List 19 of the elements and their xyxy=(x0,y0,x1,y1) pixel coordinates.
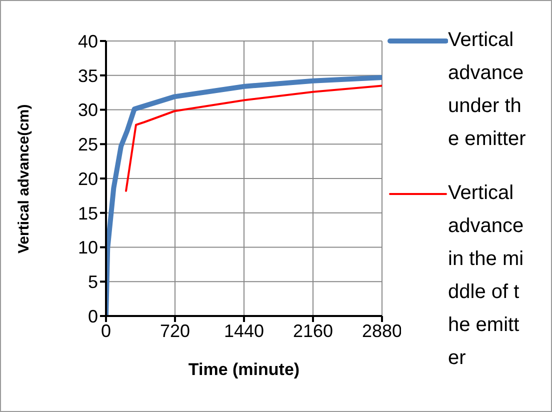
y-tick-label: 25 xyxy=(78,134,98,155)
legend-label: Vertical advance in the middle of the emitter xyxy=(448,181,525,371)
line-series xyxy=(125,84,382,192)
y-tick-label: 20 xyxy=(78,168,98,189)
y-tick-label: 40 xyxy=(78,31,98,52)
y-axis-title: Vertical advance(cm) xyxy=(15,104,32,254)
y-tick-label: 5 xyxy=(88,272,98,292)
x-tick-label: 2880 xyxy=(362,320,402,341)
y-tick-label: 35 xyxy=(78,66,98,86)
y-tick-label: 10 xyxy=(78,238,98,258)
legend-label: Vertical advance under the emitter xyxy=(448,28,527,152)
x-tick-label: 1440 xyxy=(224,320,264,341)
x-tick-label: 720 xyxy=(160,320,190,341)
y-tick-label: 0 xyxy=(88,306,98,326)
y-tick-label: 30 xyxy=(78,100,98,120)
x-tick-label: 0 xyxy=(100,320,112,341)
y-tick-label: 15 xyxy=(78,203,98,224)
x-axis-title: Time (minute) xyxy=(188,360,300,379)
x-tick-label: 2160 xyxy=(292,320,334,341)
